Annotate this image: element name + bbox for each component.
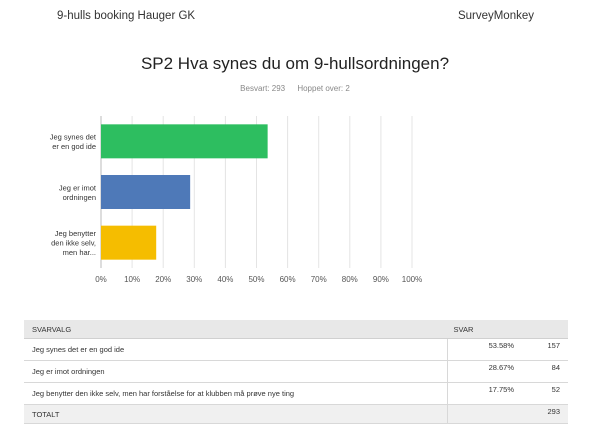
table-row: Jeg er imot ordningen 28.67% 84 [24, 360, 568, 383]
x-tick-label: 20% [155, 275, 171, 284]
category-label: Jeg benytter den ikke selv, men har... [51, 229, 96, 257]
x-tick-label: 80% [342, 275, 358, 284]
answered-count: Besvart: 293 [240, 84, 286, 93]
table-row: Jeg synes det er en god ide 53.58% 157 [24, 338, 568, 361]
x-tick-label: 50% [248, 275, 264, 284]
response-column-header: SVAR [447, 320, 568, 339]
total-spacer [447, 404, 520, 424]
x-tick-label: 0% [95, 275, 107, 284]
category-label: Jeg er imot ordningen [59, 183, 97, 202]
answer-label: Jeg benytter den ikke selv, men har fors… [24, 382, 448, 405]
answer-label: Jeg er imot ordningen [24, 360, 448, 383]
total-label: TOTALT [24, 404, 448, 424]
response-stats: Besvart: 293 Hoppet over: 2 [0, 84, 590, 93]
x-tick-label: 90% [373, 275, 389, 284]
answer-label: Jeg synes det er en god ide [24, 338, 448, 361]
answer-column-header: SVARVALG [24, 320, 448, 339]
x-tick-label: 100% [402, 275, 422, 284]
results-table: SVARVALG SVAR Jeg synes det er en god id… [24, 320, 568, 424]
answer-percent: 53.58% [447, 338, 520, 361]
answer-count: 52 [520, 382, 568, 405]
survey-title: 9-hulls booking Hauger GK [57, 10, 196, 22]
table-row: Jeg benytter den ikke selv, men har fors… [24, 382, 568, 405]
x-tick-label: 40% [217, 275, 233, 284]
table-header-row: SVARVALG SVAR [24, 320, 568, 339]
bar-chart: 0% 10% 20% 30% 40% 50% 60% 70% 80% 90% 100% Jeg syn… [50, 116, 422, 284]
x-tick-label: 10% [124, 275, 140, 284]
brand-name: SurveyMonkey [457, 10, 534, 22]
bar [101, 124, 268, 159]
bar [101, 225, 157, 260]
total-count: 293 [520, 404, 568, 424]
answer-percent: 17.75% [447, 382, 520, 405]
question-title: SP2 Hva synes du om 9-hullsordningen? [140, 54, 450, 73]
x-tick-label: 30% [186, 275, 202, 284]
total-row: TOTALT 293 [24, 404, 568, 424]
skipped-count: Hoppet over: 2 [297, 84, 350, 93]
answer-percent: 28.67% [447, 360, 520, 383]
x-tick-label: 60% [280, 275, 296, 284]
answer-count: 157 [520, 338, 568, 361]
category-label: Jeg synes det er en god ide [50, 133, 97, 152]
x-tick-label: 70% [311, 275, 327, 284]
answer-count: 84 [520, 360, 568, 383]
bar [101, 175, 191, 209]
